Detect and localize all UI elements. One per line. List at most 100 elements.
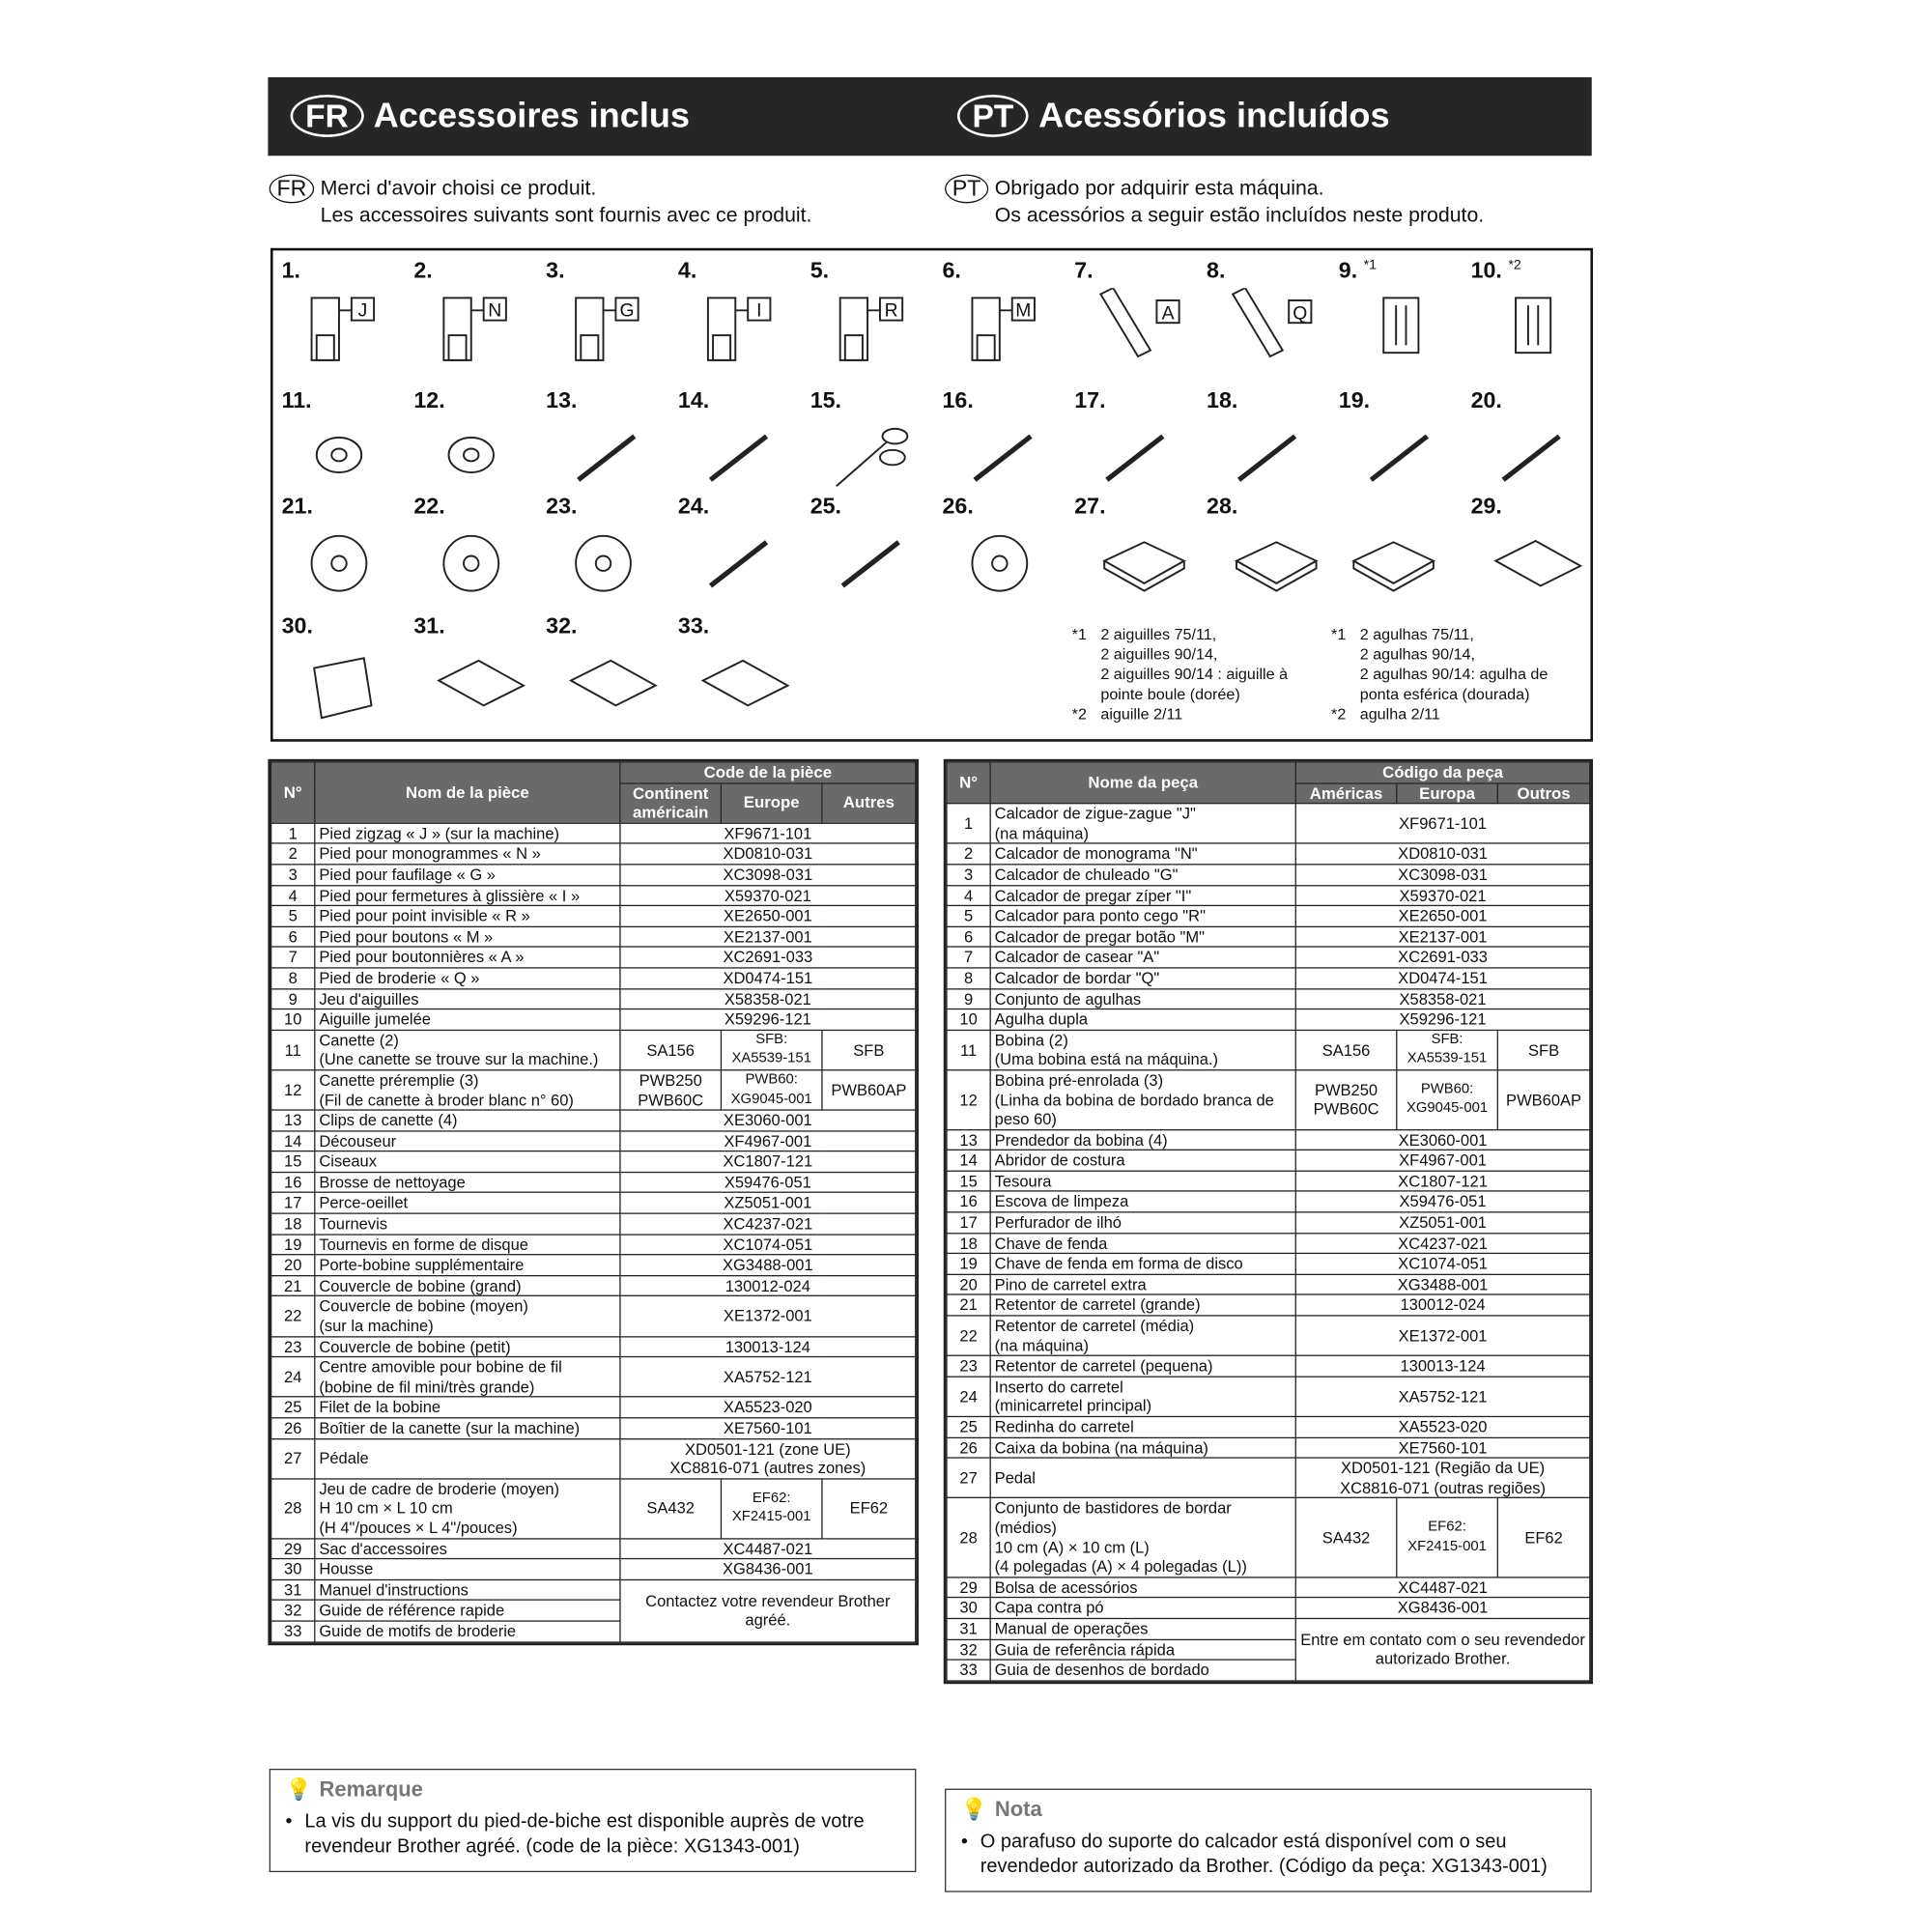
accessory-item: 21.: [282, 489, 407, 613]
item-number: 22.: [413, 493, 445, 519]
row-number: 3: [946, 864, 991, 886]
spool-pin-icon: [1491, 417, 1590, 506]
part-code: XF9671-101: [619, 822, 917, 845]
row-number: 32: [270, 1599, 316, 1622]
col-name: Nom de la pièce: [314, 761, 621, 824]
table-row: 21 Retentor de carretel (grande) 130012-02…: [946, 1293, 1591, 1317]
part-code: X59296-121: [619, 1009, 917, 1031]
table-row: 14 Abridor de costura XF4967-001: [946, 1150, 1591, 1172]
table-row: 27 Pedal XD0501-121 (Região da UE) XC8816-0…: [946, 1457, 1591, 1499]
table-row: 15 Tesoura XC1807-121: [946, 1170, 1591, 1193]
part-name: Guia de desenhos de bordado: [989, 1659, 1296, 1682]
accessory-item: 19.: [1339, 383, 1463, 507]
table-row: 32 Guide de référence rapide: [270, 1599, 916, 1622]
part-name: Retentor de carretel (pequena): [989, 1354, 1296, 1378]
twin-needle-icon: [1491, 288, 1590, 377]
table-row: 4 Calcador de pregar zíper "I" X59370-021: [946, 884, 1591, 907]
part-code: XD0810-031: [619, 842, 917, 866]
accessory-item: 27.: [1074, 489, 1199, 613]
fr-intro-line1: Merci d'avoir choisi ce produit.: [320, 177, 597, 200]
item-number: 12.: [413, 387, 445, 413]
header-row: N° Nome da peça Código da peça: [946, 761, 1591, 805]
item-number: 2.: [413, 258, 433, 283]
pt-intro: PT Obrigado por adquirir esta máquina. Os…: [945, 174, 1485, 230]
col-name: Nome da peça: [989, 761, 1296, 805]
presser-foot-icon: J: [301, 288, 401, 377]
part-code: XD0474-151: [619, 967, 917, 989]
part-name: Bolsa de acessórios: [989, 1576, 1296, 1599]
part-code: XF4967-001: [619, 1129, 917, 1152]
part-name: Pied de broderie « Q »: [314, 967, 621, 989]
col-code: Code de la pièce: [619, 761, 917, 784]
footnote-line: *2 agulha 2/11: [1331, 705, 1440, 724]
footnote-line: ponta esférica (dourada): [1359, 685, 1530, 703]
row-number: 31: [270, 1578, 316, 1602]
fr-remark-title: Remarque: [319, 1776, 423, 1802]
row-number: 5: [270, 904, 316, 927]
svg-text:I: I: [756, 300, 761, 322]
part-code: XD0501-121 (zone UE) XC8816-071 (autres z…: [619, 1437, 917, 1480]
part-name: Calcador de casear "A": [989, 946, 1296, 969]
part-name: Calcador de bordar "Q": [989, 967, 1296, 989]
table-row: 9 Jeu d'aiguilles X58358-021: [270, 987, 917, 1010]
table-row: 16 Escova de limpeza X59476-051: [946, 1190, 1591, 1213]
table-row: 33 Guide de motifs de broderie: [270, 1620, 916, 1643]
part-code: XZ5051-001: [619, 1192, 917, 1214]
row-number: 2: [946, 842, 991, 866]
row-number: 21: [946, 1293, 991, 1317]
part-name: Canette (2) (Une canette se trouve sur la…: [314, 1029, 621, 1071]
foot-controller-icon: [1094, 524, 1194, 612]
part-code: XC1807-121: [619, 1151, 917, 1174]
fr-remark-box: 💡 Remarque • La vis du support du pied-de-…: [269, 1768, 917, 1873]
table-row: 13 Prendedor da bobina (4) XE3060-001: [946, 1128, 1591, 1151]
item-number: 33.: [677, 612, 710, 639]
item-number: 5.: [810, 258, 830, 283]
row-number: 14: [946, 1150, 991, 1172]
row-number: 28: [270, 1478, 316, 1539]
row-number: 26: [270, 1417, 316, 1439]
pt-note-title: Nota: [994, 1797, 1042, 1822]
pt-intro-line1: Obrigado por adquirir esta máquina.: [994, 177, 1324, 200]
part-code: XE3060-001: [1294, 1128, 1591, 1151]
part-code: XG8436-001: [619, 1558, 917, 1580]
part-name: Guia de referência rápida: [989, 1638, 1296, 1661]
row-number: 31: [946, 1617, 991, 1640]
spool-cap-medium-icon: [434, 524, 533, 612]
row-number: 10: [946, 1009, 991, 1031]
code-americas: PWB250 PWB60C: [619, 1068, 723, 1111]
pt-intro-line2: Os acessórios a seguir estão incluídos n…: [994, 204, 1485, 227]
row-number: 20: [946, 1273, 991, 1296]
table-row: 18 Chave de fenda XC4237-021: [946, 1232, 1591, 1255]
code-europe: EF62: XF2415-001: [720, 1478, 823, 1539]
part-code: XE3060-001: [619, 1109, 917, 1132]
accessory-item: 23.: [546, 489, 670, 613]
row-number: 8: [946, 967, 991, 989]
part-name: Canette préremplie (3) (Fil de canette à …: [314, 1068, 621, 1111]
spool-cap-large-icon: [301, 524, 401, 612]
accessory-item: 8. Q: [1207, 253, 1331, 378]
table-row: 31 Manual de operações Entre em contato co…: [946, 1617, 1591, 1682]
part-code: XE2137-001: [619, 925, 917, 949]
table-row: 8 Pied de broderie « Q » XD0474-151: [270, 967, 917, 989]
part-code: 130012-024: [619, 1274, 917, 1297]
part-name: Retentor de carretel (grande): [989, 1293, 1296, 1317]
table-row: 23 Couvercle de bobine (petit) 130013-124: [270, 1335, 917, 1358]
table-row: 7 Calcador de casear "A" XC2691-033: [946, 946, 1591, 969]
accessory-item: 4. I: [678, 253, 803, 378]
item-number: 21.: [281, 493, 313, 519]
code-europe: SFB: XA5539-151: [1396, 1029, 1498, 1071]
accessory-item: 10. *2: [1471, 253, 1596, 378]
part-code: XC1074-051: [1294, 1253, 1591, 1275]
table-row: 16 Brosse de nettoyage X59476-051: [270, 1171, 917, 1194]
row-number: 25: [270, 1396, 316, 1419]
accessory-item: 26.: [942, 489, 1066, 613]
table-row: 19 Tournevis en forme de disque XC1074-051: [270, 1233, 917, 1256]
accessory-item: [1323, 489, 1448, 613]
row-number: 14: [270, 1129, 316, 1152]
row-number: 18: [270, 1212, 316, 1236]
part-code: XE1372-001: [1294, 1315, 1591, 1357]
row-number: 19: [270, 1233, 316, 1256]
accessory-item: 7. A: [1074, 253, 1199, 378]
pt-note-box: 💡 Nota • O parafuso do suporte do calcador…: [945, 1788, 1592, 1892]
buttonhole-foot-icon: A: [1094, 286, 1194, 377]
